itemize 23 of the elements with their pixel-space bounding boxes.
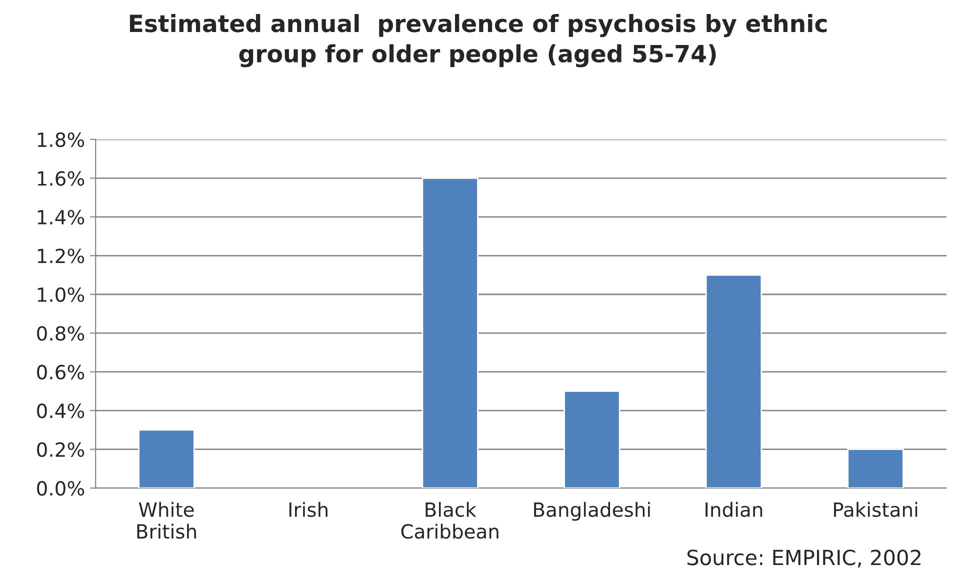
y-tick-label: 0.4% [37,404,84,418]
y-tick-label: 1.8% [38,132,84,148]
source-note: Source: EMPIRIC, 2002 [687,550,920,568]
y-tick-label: 1.4% [38,210,84,225]
x-tick-label: Indian [706,502,762,517]
y-tick-label: 0.2% [37,442,84,457]
x-tick-label: White British [137,502,196,539]
x-tick-label: Bangladeshi [534,502,650,521]
y-tick-label: 1.0% [38,287,84,302]
bar [847,448,904,488]
chart-title: Estimated annual prevalence of psychosis by ethnic group for older people (aged 55-74) [130,14,827,68]
x-tick-label: Black Caribbean [401,502,498,539]
y-tick-label: 1.2% [38,248,84,264]
y-tick-label: 0.0% [37,480,84,496]
bar [138,429,195,488]
y-tick-label: 1.6% [38,171,84,186]
bar [422,177,478,488]
bar [564,390,620,488]
y-tick-label: 0.6% [37,364,84,380]
bar [705,274,762,488]
x-tick-label: Pakistani [834,502,918,517]
y-tick-label: 0.8% [37,326,84,341]
x-tick-label: Irish [289,502,328,517]
